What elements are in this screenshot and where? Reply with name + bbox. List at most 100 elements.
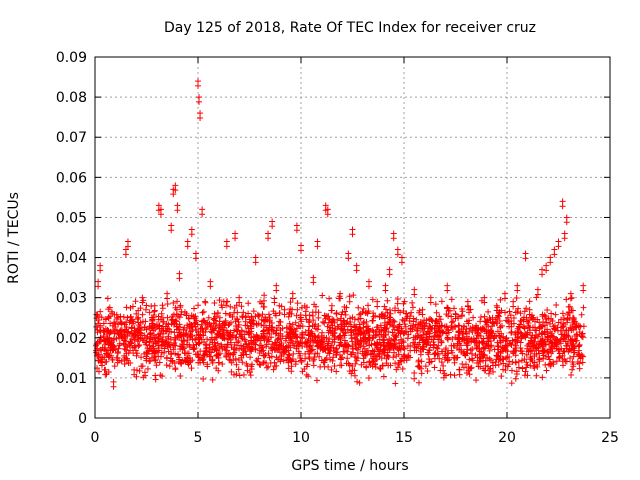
data-point	[171, 339, 178, 346]
data-point	[204, 336, 211, 343]
data-point	[360, 355, 367, 362]
data-point	[365, 329, 372, 336]
data-point	[269, 347, 276, 354]
data-point	[330, 354, 337, 361]
data-point	[289, 295, 296, 302]
data-point	[341, 337, 348, 344]
data-point	[143, 302, 150, 309]
data-point	[362, 338, 369, 345]
data-point	[127, 359, 134, 366]
data-point	[192, 323, 199, 330]
data-point	[556, 353, 563, 360]
data-point	[108, 345, 115, 352]
data-point	[280, 348, 287, 355]
data-point	[566, 346, 573, 353]
data-point	[227, 339, 234, 346]
data-point	[391, 307, 398, 314]
data-point	[169, 313, 176, 320]
data-point	[506, 323, 513, 330]
data-point	[570, 353, 577, 360]
data-point	[326, 336, 333, 343]
data-point	[526, 311, 533, 318]
data-point	[109, 310, 116, 317]
data-point	[504, 353, 511, 360]
data-point	[324, 342, 331, 349]
data-point	[541, 329, 548, 336]
data-point	[281, 349, 288, 356]
data-point	[571, 335, 578, 342]
data-point	[171, 334, 178, 341]
data-point	[401, 321, 408, 328]
data-point	[123, 355, 130, 362]
data-point	[197, 325, 204, 332]
data-point	[208, 328, 215, 335]
data-point	[563, 296, 570, 303]
data-point	[104, 327, 111, 334]
data-point	[520, 316, 527, 323]
data-point	[238, 303, 245, 310]
data-point	[452, 334, 459, 341]
data-point	[401, 298, 408, 305]
data-point	[328, 307, 335, 314]
data-point	[349, 231, 356, 238]
data-point	[187, 358, 194, 365]
data-point	[506, 308, 513, 315]
data-point	[293, 343, 300, 350]
data-point	[232, 235, 239, 242]
data-point	[536, 356, 543, 363]
data-point	[118, 319, 125, 326]
data-point	[415, 341, 422, 348]
data-point	[285, 365, 292, 372]
chart-title: Day 125 of 2018, Rate Of TEC Index for r…	[164, 20, 536, 36]
data-point	[579, 359, 586, 366]
data-point	[514, 309, 521, 316]
data-point	[436, 333, 443, 340]
data-point	[216, 314, 223, 321]
data-point	[444, 287, 451, 294]
data-point	[238, 327, 245, 334]
data-point	[479, 339, 486, 346]
data-point	[285, 347, 292, 354]
data-point	[143, 355, 150, 362]
data-point	[347, 323, 354, 330]
data-point	[560, 314, 567, 321]
data-point	[124, 243, 131, 250]
data-point	[422, 363, 429, 370]
data-point	[568, 371, 575, 378]
data-point	[97, 308, 104, 315]
data-point	[97, 267, 104, 274]
data-point	[458, 349, 465, 356]
data-point	[310, 279, 317, 286]
data-point	[445, 307, 452, 314]
data-point	[550, 361, 557, 368]
data-point	[302, 329, 309, 336]
data-point	[547, 259, 554, 266]
data-point	[265, 350, 272, 357]
data-point	[177, 304, 184, 311]
data-point	[339, 309, 346, 316]
data-point	[269, 223, 276, 230]
data-point	[428, 326, 435, 333]
data-point	[128, 324, 135, 331]
data-point	[384, 309, 391, 316]
data-point	[355, 316, 362, 323]
data-point	[488, 342, 495, 349]
data-point	[180, 331, 187, 338]
data-point	[479, 351, 486, 358]
data-point	[379, 336, 386, 343]
data-point	[152, 340, 159, 347]
data-point	[236, 372, 243, 379]
data-point	[530, 343, 537, 350]
data-point	[136, 323, 143, 330]
data-point	[239, 314, 246, 321]
data-point	[230, 371, 237, 378]
data-point	[293, 312, 300, 319]
data-point	[448, 324, 455, 331]
data-point	[169, 317, 176, 324]
data-point	[363, 323, 370, 330]
data-point	[396, 361, 403, 368]
data-point	[430, 336, 437, 343]
data-point	[354, 378, 361, 385]
data-point	[165, 335, 172, 342]
data-point	[367, 361, 374, 368]
